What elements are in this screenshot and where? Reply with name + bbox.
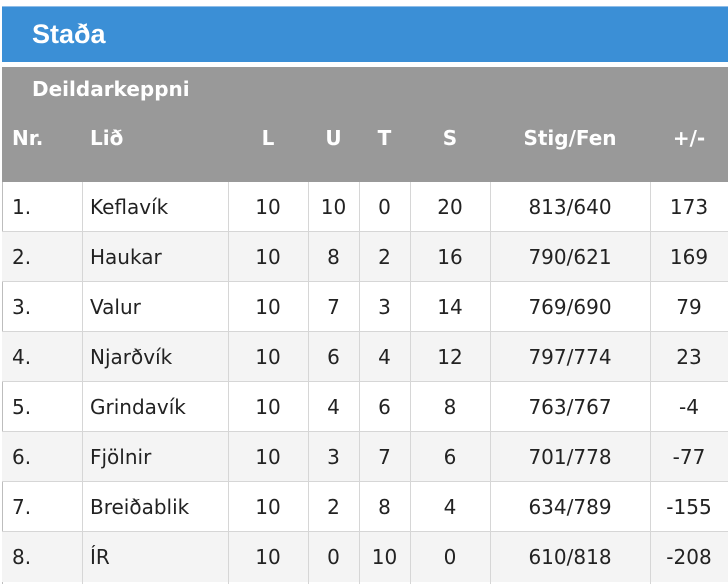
played-cell: 10 (255, 545, 281, 569)
column-divider (228, 182, 229, 584)
losses-cell: 4 (378, 345, 391, 369)
wins-cell: 3 (327, 445, 340, 469)
played-cell: 10 (255, 345, 281, 369)
table-row: 3. Valur 10 7 3 14 769/690 79 (2, 282, 728, 332)
team-cell: Njarðvík (90, 345, 173, 369)
team-cell: Breiðablik (90, 495, 190, 519)
diff-cell: 169 (669, 245, 709, 269)
wins-cell: 2 (327, 495, 340, 519)
table-row: 5. Grindavík 10 4 6 8 763/767 -4 (2, 382, 728, 432)
points-cell: 12 (437, 345, 463, 369)
losses-cell: 8 (378, 495, 391, 519)
column-header-played: L (261, 126, 275, 150)
table-left-edge (2, 182, 3, 584)
team-cell: Keflavík (90, 195, 169, 219)
table-row: 8. ÍR 10 0 10 0 610/818 -208 (2, 532, 728, 582)
score-cell: 797/774 (528, 345, 612, 369)
rank-cell: 3. (12, 295, 32, 319)
losses-cell: 2 (378, 245, 391, 269)
rank-cell: 2. (12, 245, 32, 269)
score-cell: 813/640 (528, 195, 612, 219)
losses-cell: 0 (378, 195, 391, 219)
losses-cell: 6 (378, 395, 391, 419)
team-cell: Grindavík (90, 395, 186, 419)
score-cell: 701/778 (528, 445, 612, 469)
points-cell: 20 (437, 195, 463, 219)
table-row: 7. Breiðablik 10 2 8 4 634/789 -155 (2, 482, 728, 532)
score-cell: 790/621 (528, 245, 612, 269)
team-cell: Fjölnir (90, 445, 152, 469)
column-divider (82, 182, 83, 584)
column-header-points: S (442, 126, 458, 150)
column-divider (308, 182, 309, 584)
diff-cell: -155 (666, 495, 712, 519)
standings-table: 1. Keflavík 10 10 0 20 813/640 173 2. Haukar 10 8 2 1… (2, 182, 728, 584)
losses-cell: 7 (378, 445, 391, 469)
diff-cell: 79 (676, 295, 702, 319)
team-cell: ÍR (90, 545, 110, 569)
wins-cell: 10 (320, 195, 347, 219)
column-header-nr: Nr. (12, 126, 44, 150)
column-header-losses: T (377, 126, 392, 150)
column-divider (410, 182, 411, 584)
points-cell: 0 (443, 545, 457, 569)
wins-cell: 6 (327, 345, 340, 369)
score-cell: 610/818 (528, 545, 612, 569)
losses-cell: 10 (371, 545, 398, 569)
diff-cell: -77 (672, 445, 706, 469)
team-cell: Haukar (90, 245, 162, 269)
played-cell: 10 (255, 295, 281, 319)
rank-cell: 4. (12, 345, 32, 369)
points-cell: 4 (443, 495, 457, 519)
table-row: 4. Njarðvík 10 6 4 12 797/774 23 (2, 332, 728, 382)
rank-cell: 6. (12, 445, 32, 469)
column-header-team: Lið (90, 126, 124, 150)
column-header-diff: +/- (672, 126, 706, 150)
table-row: 6. Fjölnir 10 3 7 6 701/778 -77 (2, 432, 728, 482)
points-cell: 8 (443, 395, 457, 419)
wins-cell: 0 (327, 545, 340, 569)
played-cell: 10 (255, 445, 281, 469)
played-cell: 10 (255, 495, 281, 519)
losses-cell: 3 (378, 295, 391, 319)
table-row: 2. Haukar 10 8 2 16 790/621 169 (2, 232, 728, 282)
score-cell: 634/789 (528, 495, 612, 519)
diff-cell: 173 (669, 195, 709, 219)
points-cell: 16 (437, 245, 463, 269)
played-cell: 10 (255, 195, 281, 219)
points-cell: 6 (443, 445, 457, 469)
team-cell: Valur (90, 295, 141, 319)
points-cell: 14 (437, 295, 463, 319)
rank-cell: 1. (12, 195, 32, 219)
wins-cell: 4 (327, 395, 340, 419)
table-row: 1. Keflavík 10 10 0 20 813/640 173 (2, 182, 728, 232)
wins-cell: 8 (327, 245, 340, 269)
wins-cell: 7 (327, 295, 340, 319)
diff-cell: 23 (676, 345, 702, 369)
column-header-wins: U (325, 126, 342, 150)
rank-cell: 5. (12, 395, 32, 419)
score-cell: 763/767 (528, 395, 612, 419)
title-bar: Staða (2, 6, 728, 62)
rank-cell: 8. (12, 545, 32, 569)
rank-cell: 7. (12, 495, 32, 519)
score-cell: 769/690 (528, 295, 612, 319)
table-header: Deildarkeppni Nr. Lið L U T S Stig/Fen +… (2, 67, 728, 182)
column-divider (650, 182, 651, 584)
column-divider (359, 182, 360, 584)
played-cell: 10 (255, 395, 281, 419)
section-label: Deildarkeppni (32, 77, 190, 101)
played-cell: 10 (255, 245, 281, 269)
diff-cell: -208 (666, 545, 712, 569)
widget-title: Staða (32, 19, 106, 49)
diff-cell: -4 (679, 395, 699, 419)
column-divider (490, 182, 491, 584)
column-header-score: Stig/Fen (523, 126, 617, 150)
